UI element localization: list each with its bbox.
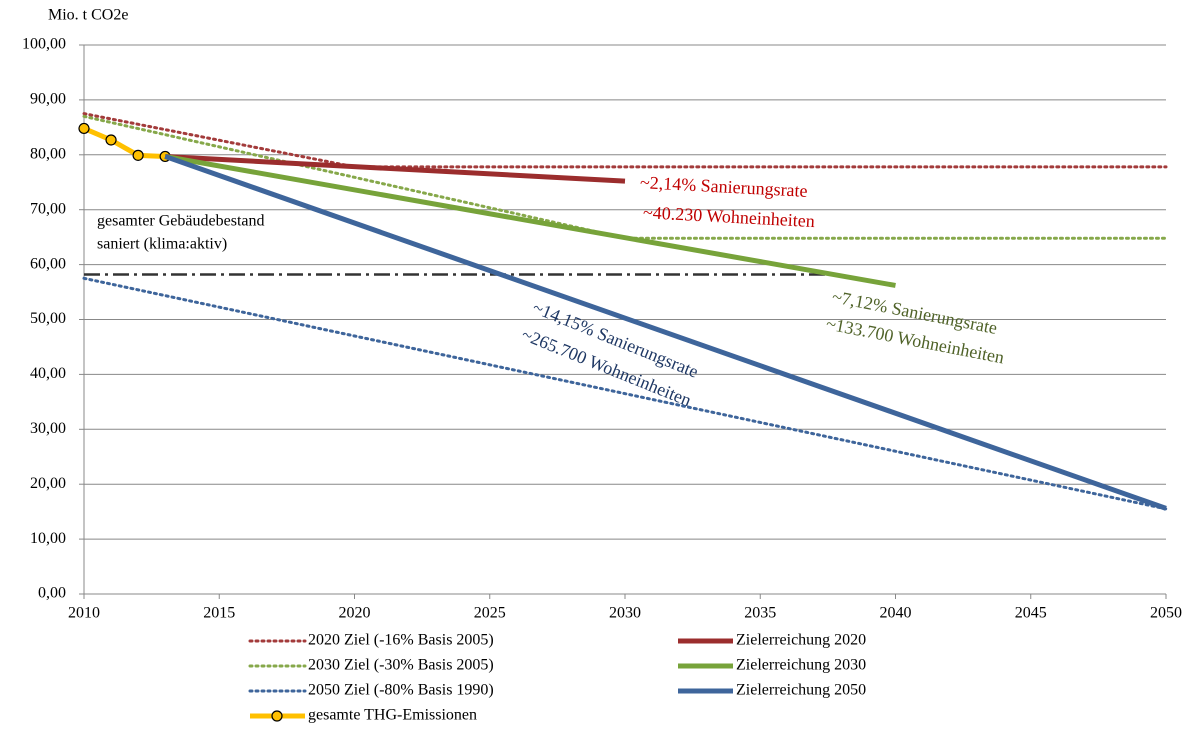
- marker: [78, 122, 90, 135]
- legend-label: Zielerreichung 2020: [736, 632, 866, 649]
- y-tick-label: 10,00: [30, 530, 66, 547]
- legend-label: 2030 Ziel (-30% Basis 2005): [308, 657, 494, 674]
- annotation: saniert (klima:aktiv): [97, 236, 227, 253]
- marker: [105, 134, 117, 146]
- x-tick-label: 2025: [474, 605, 506, 622]
- y-tick-label: 60,00: [30, 255, 66, 272]
- y-tick-label: 100,00: [22, 36, 66, 53]
- annotation: gesamter Gebäudebestand: [97, 213, 264, 230]
- line: [164, 154, 1167, 511]
- y-tick-label: 40,00: [30, 365, 66, 382]
- x-tick-label: 2035: [744, 605, 776, 622]
- line: [82, 276, 1168, 511]
- annotation: ~2,14% Sanierungsrate: [640, 172, 809, 201]
- x-tick-label: 2010: [68, 605, 100, 622]
- y-tick-label: 90,00: [30, 91, 66, 108]
- x-tick-label: 2045: [1015, 605, 1047, 622]
- y-tick-label: 70,00: [30, 200, 66, 217]
- marker: [132, 149, 144, 161]
- legend-label: 2050 Ziel (-80% Basis 1990): [308, 682, 494, 699]
- y-tick-label: 80,00: [30, 145, 66, 162]
- legend-label: gesamte THG-Emissionen: [308, 707, 477, 724]
- legend-marker: [271, 710, 283, 722]
- legend-label: Zielerreichung 2050: [736, 682, 866, 699]
- legend-label: 2020 Ziel (-16% Basis 2005): [308, 632, 494, 649]
- x-tick-label: 2030: [609, 605, 641, 622]
- legend-label: Zielerreichung 2030: [736, 657, 866, 674]
- line: [83, 126, 166, 159]
- y-tick-label: 20,00: [30, 475, 66, 492]
- x-tick-label: 2050: [1150, 605, 1182, 622]
- y-tick-label: 0,00: [38, 585, 66, 602]
- x-tick-label: 2040: [880, 605, 912, 622]
- y-tick-label: 50,00: [30, 310, 66, 327]
- line: [165, 153, 626, 184]
- annotation: ~40.230 Wohneinheiten: [643, 202, 816, 231]
- x-tick-label: 2020: [339, 605, 371, 622]
- x-tick-label: 2015: [203, 605, 235, 622]
- y-axis-label: Mio. t CO2e: [48, 7, 128, 24]
- line: [164, 153, 896, 288]
- y-tick-label: 30,00: [30, 420, 66, 437]
